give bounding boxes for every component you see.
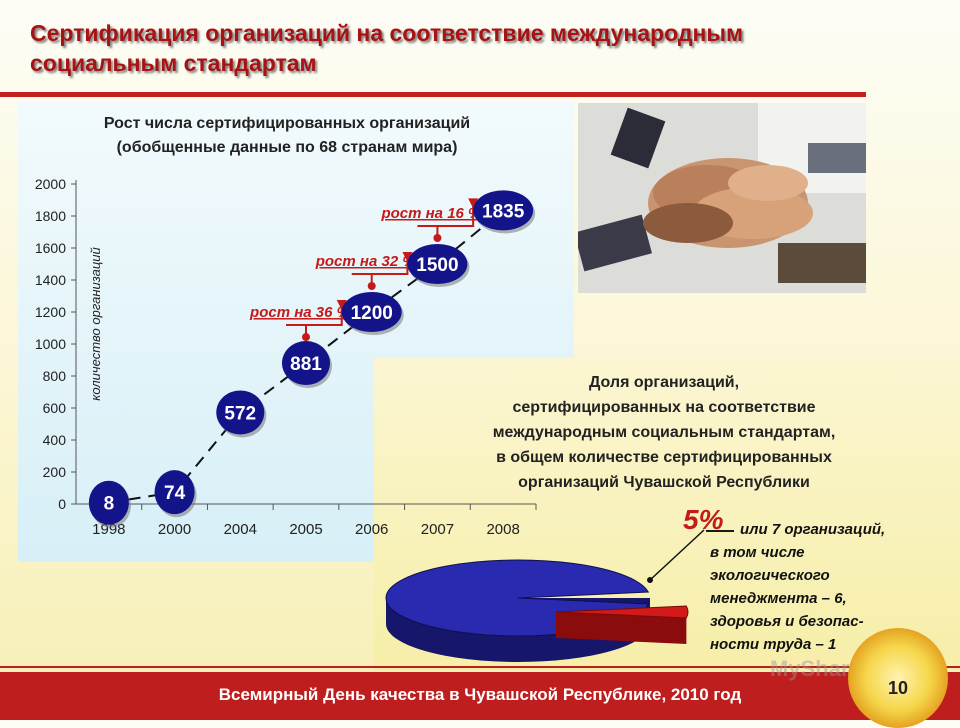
data-point	[473, 190, 534, 231]
data-label: 572	[224, 403, 256, 424]
data-point	[216, 390, 265, 435]
data-label: 1500	[416, 255, 458, 276]
growth-arrow	[351, 260, 409, 275]
y-tick-label: 1600	[35, 240, 66, 256]
share-title-line-5: организаций Чувашской Республики	[518, 474, 810, 491]
title-underline	[0, 92, 866, 97]
slide-title: Сертификация организаций на соответствие…	[30, 18, 870, 78]
pie-percent-underline	[706, 530, 734, 532]
growth-annotation: рост на 36 %	[249, 304, 350, 321]
data-point	[282, 341, 330, 386]
y-tick-label: 1800	[35, 208, 66, 224]
y-tick-label: 400	[43, 432, 67, 448]
growth-annotation: рост на 32 %	[315, 253, 416, 270]
x-tick-label: 2004	[224, 521, 257, 538]
footer-text: Всемирный День качества в Чувашской Респ…	[218, 685, 742, 704]
slide-title-line-2: социальным стандартам	[30, 50, 317, 76]
y-tick-label: 0	[58, 496, 66, 512]
slide-title-line-1: Сертификация организаций на соответствие…	[30, 20, 743, 46]
y-tick-label: 1200	[35, 304, 66, 320]
pie-description-line-3: экологического	[710, 567, 830, 584]
pie-description-line-6: ности труда – 1	[710, 636, 837, 653]
growth-arrowhead	[402, 252, 413, 262]
data-point	[154, 470, 195, 515]
pie-description-line-1: или 7 организаций,	[740, 521, 886, 538]
x-tick-label: 2008	[486, 521, 519, 538]
pie-description-line-4: менеджмента – 6,	[710, 590, 847, 607]
share-title-line-4: в общем количестве сертифицированных	[496, 449, 832, 466]
footer-divider	[0, 666, 960, 668]
page-number-badge	[848, 628, 948, 728]
y-tick-label: 200	[43, 464, 67, 480]
y-axis-label: количество организаций	[88, 247, 103, 401]
footer-bar	[0, 672, 960, 720]
share-title-line-1: Доля организаций,	[588, 374, 740, 391]
pie-slice-small	[555, 605, 689, 619]
share-chart-title: Доля организаций, сертифицированных на с…	[374, 370, 954, 495]
growth-arrowhead	[336, 300, 347, 310]
x-tick-label: 2000	[158, 521, 191, 538]
growth-arrow	[286, 308, 343, 327]
data-label: 1200	[351, 303, 393, 324]
pie-description-line-2: в том числе	[710, 544, 805, 561]
y-tick-label: 2000	[35, 176, 66, 192]
y-tick-label: 1000	[35, 336, 66, 352]
hands-together-photo	[578, 103, 866, 293]
pie-leader-line	[649, 529, 705, 581]
growth-arrowhead	[468, 198, 479, 209]
y-tick-label: 600	[43, 400, 67, 416]
growth-arrow	[417, 206, 475, 227]
data-point	[88, 480, 129, 525]
data-label: 74	[164, 483, 186, 504]
growth-annotation: рост на 16 %	[380, 205, 481, 222]
pie-description: или 7 организаций, в том числе экологиче…	[710, 518, 940, 656]
page-number: 10	[887, 678, 909, 698]
x-tick-label: 2006	[355, 521, 388, 538]
growth-chart-title-line-2: (обобщенные данные по 68 странам мира)	[116, 139, 458, 156]
share-title-line-3: международным социальным стандартам,	[492, 424, 836, 441]
x-tick-label: 2007	[421, 521, 454, 538]
data-point	[407, 244, 468, 284]
pie-percent-label: 5%	[683, 504, 724, 535]
y-tick-label: 800	[43, 368, 67, 384]
data-point	[341, 292, 402, 332]
pie-leader-dot	[647, 577, 653, 583]
data-label: 1835	[482, 201, 525, 222]
data-label: 881	[290, 354, 322, 375]
pie-slice-small-side	[556, 612, 687, 644]
growth-chart-title: Рост числа сертифицированных организаций…	[0, 112, 574, 160]
y-tick-label: 1400	[35, 272, 66, 288]
pie-description-line-5: здоровья и безопас-	[710, 613, 864, 630]
x-tick-label: 2005	[289, 521, 322, 538]
data-label: 8	[104, 494, 115, 515]
share-title-line-2: сертифицированных на соответствие	[512, 399, 816, 416]
growth-chart-title-line-1: Рост числа сертифицированных организаций	[103, 115, 471, 132]
